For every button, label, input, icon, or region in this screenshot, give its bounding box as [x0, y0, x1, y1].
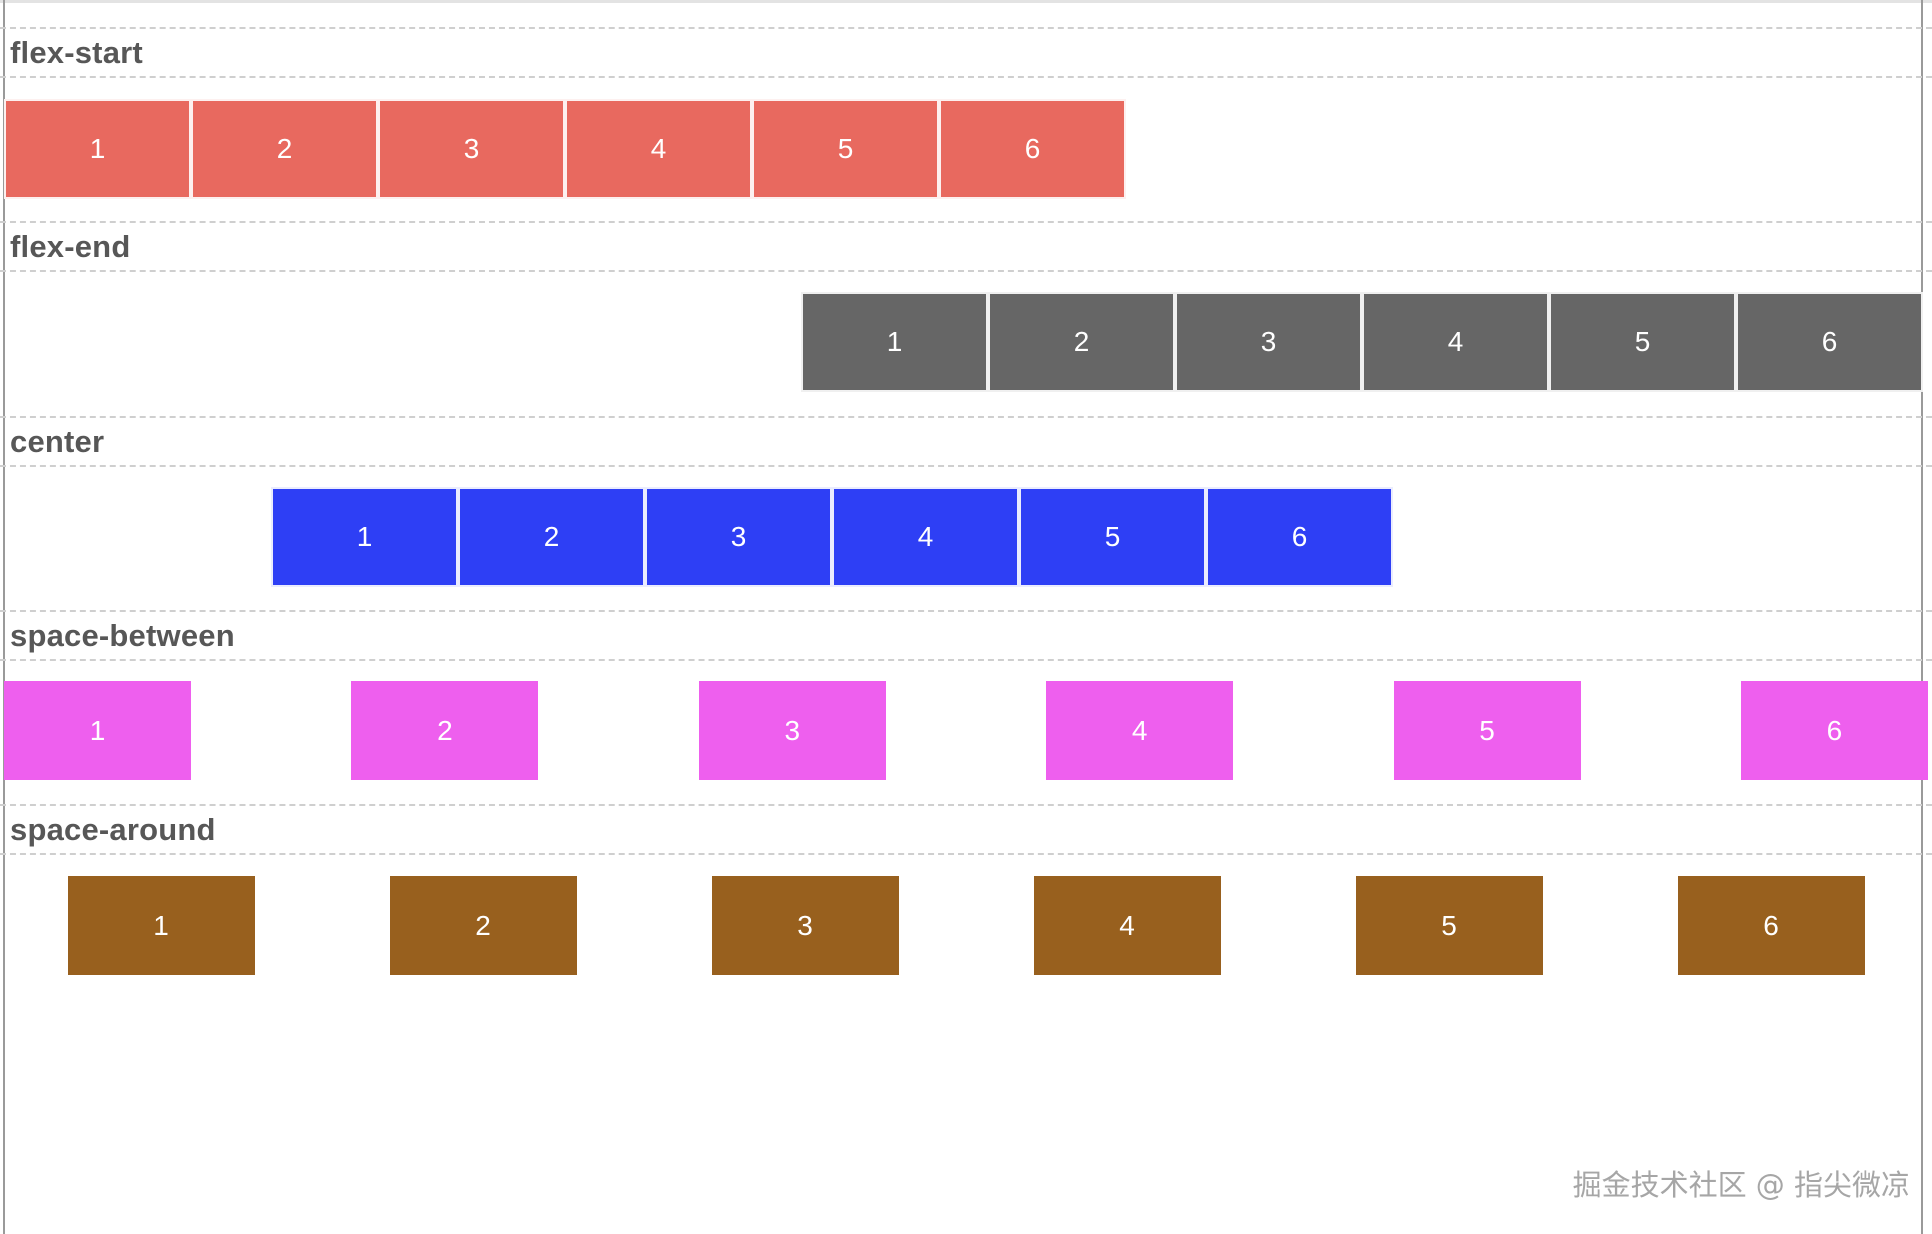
- flex-item: 1: [4, 99, 191, 199]
- section-label-text: flex-end: [10, 228, 131, 264]
- flex-item: 6: [1206, 487, 1393, 587]
- watermark-text: 掘金技术社区 @ 指尖微凉: [1572, 1168, 1910, 1202]
- flex-item: 4: [1362, 292, 1549, 392]
- flex-item: 5: [1549, 292, 1736, 392]
- flex-item: 2: [458, 487, 645, 587]
- section-label-text: space-between: [10, 617, 235, 653]
- top-divider: [0, 0, 1932, 3]
- flex-item: 6: [1677, 876, 1865, 975]
- section-label-text: center: [10, 423, 105, 459]
- flex-item: 4: [1046, 681, 1234, 780]
- flex-item: 1: [801, 292, 988, 392]
- flex-item: 2: [988, 292, 1175, 392]
- flex-item: 5: [1393, 681, 1581, 780]
- flex-item: 2: [351, 681, 539, 780]
- flex-item: 3: [698, 681, 886, 780]
- flex-item: 1: [4, 681, 191, 780]
- viewport-right-edge-rule: [1921, 0, 1923, 1234]
- flex-item: 6: [1736, 292, 1923, 392]
- section-label-flex-end: flex-end: [0, 221, 1932, 272]
- flex-item: 4: [1033, 876, 1221, 975]
- viewport-left-edge-rule: [3, 0, 5, 1234]
- flex-item: 6: [939, 99, 1126, 199]
- section-label-text: space-around: [10, 811, 216, 847]
- flex-item: 3: [711, 876, 899, 975]
- flex-item: 5: [1019, 487, 1206, 587]
- flex-row-flex-start: 1 2 3 4 5 6: [0, 99, 1932, 199]
- flex-item: 4: [565, 99, 752, 199]
- flex-item: 4: [832, 487, 1019, 587]
- section-label-flex-start: flex-start: [0, 27, 1932, 78]
- flex-row-center: 1 2 3 4 5 6: [0, 487, 1932, 587]
- flex-item: 3: [645, 487, 832, 587]
- section-label-center: center: [0, 416, 1932, 467]
- flex-item: 6: [1740, 681, 1928, 780]
- flex-item: 1: [67, 876, 255, 975]
- flex-item: 1: [271, 487, 458, 587]
- section-label-space-between: space-between: [0, 610, 1932, 661]
- section-label-space-around: space-around: [0, 804, 1932, 855]
- flex-item: 2: [191, 99, 378, 199]
- flex-row-flex-end: 1 2 3 4 5 6: [0, 292, 1932, 392]
- flex-item: 5: [1355, 876, 1543, 975]
- section-label-text: flex-start: [10, 34, 143, 70]
- flex-item: 3: [378, 99, 565, 199]
- flex-row-space-between: 1 2 3 4 5 6: [0, 681, 1932, 780]
- flex-item: 3: [1175, 292, 1362, 392]
- flex-item: 2: [389, 876, 577, 975]
- flex-row-space-around: 1 2 3 4 5 6: [0, 876, 1932, 975]
- flex-item: 5: [752, 99, 939, 199]
